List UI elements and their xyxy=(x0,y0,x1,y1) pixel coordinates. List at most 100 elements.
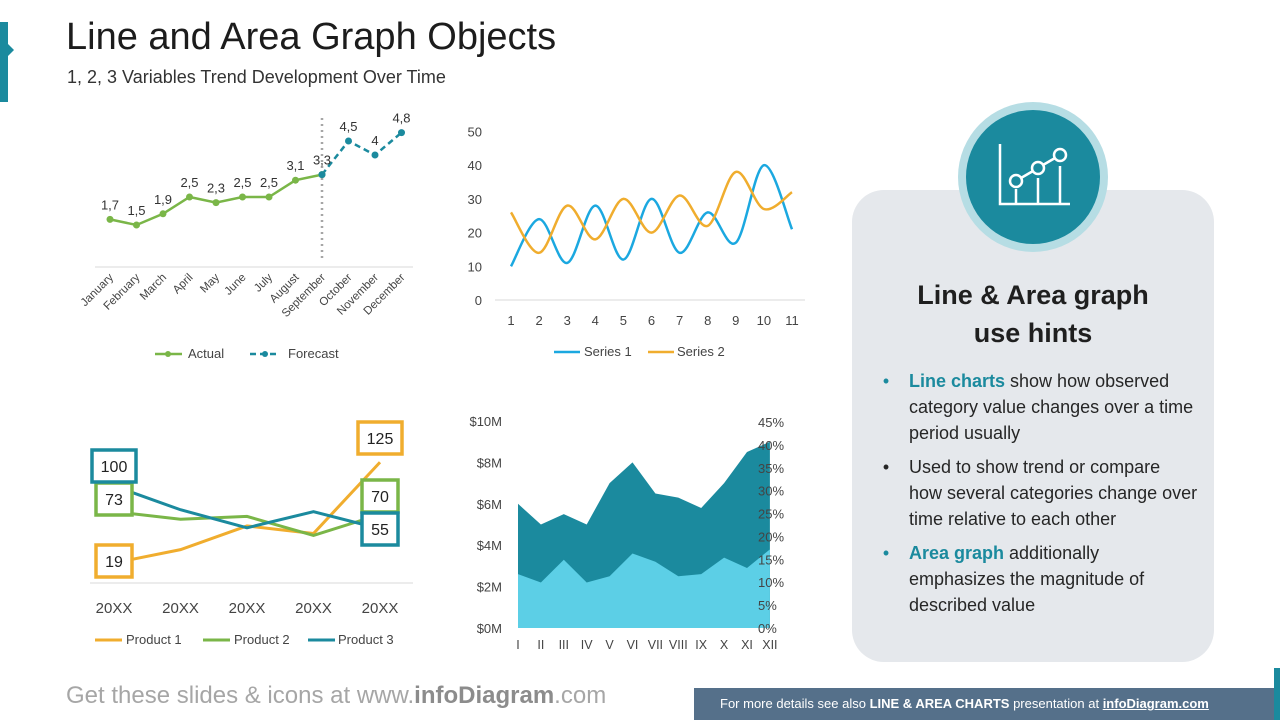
x-tick-label: June xyxy=(223,272,249,298)
x-tick-label: II xyxy=(537,638,544,652)
value-callout-box xyxy=(90,448,138,484)
footer-promo: Get these slides & icons at www.infoDiag… xyxy=(66,682,606,710)
footer-info-middle: presentation at xyxy=(1009,696,1103,711)
bullet-icon: • xyxy=(882,457,890,477)
actual-point xyxy=(265,193,273,201)
actual-point xyxy=(292,176,299,184)
actual-point xyxy=(212,199,220,207)
y-tick-label-right: 40% xyxy=(758,438,784,453)
footer-promo-prefix: Get these slides & icons at www. xyxy=(66,682,415,709)
value-callout-label: 100 xyxy=(101,459,128,476)
data-label: 4,8 xyxy=(392,111,410,126)
legend-label-series-1: Series 1 xyxy=(584,344,632,359)
x-tick-label: 4 xyxy=(592,313,599,328)
y-tick-label-right: 15% xyxy=(758,552,784,567)
x-tick-label: 20XX xyxy=(162,600,199,617)
hints-title-line-2: use hints xyxy=(973,318,1093,348)
x-tick-label: 8 xyxy=(704,313,711,328)
hint-text: additionally emphasizes the magnitude of… xyxy=(909,543,1145,615)
footer-promo-brand: infoDiagram xyxy=(414,682,555,709)
y-tick-label-right: 35% xyxy=(758,461,784,476)
bullet-icon: • xyxy=(882,371,890,391)
x-tick-label: 2 xyxy=(535,313,542,328)
line-chart-icon xyxy=(998,144,1070,206)
value-callout-box xyxy=(356,420,404,456)
y-tick-label-right: 30% xyxy=(758,484,784,499)
x-tick-label: May xyxy=(198,271,222,295)
y-tick-label: 40 xyxy=(468,158,482,173)
legend-label-product: Product 3 xyxy=(338,632,394,647)
value-callout-box xyxy=(360,478,400,514)
x-tick-label: 7 xyxy=(676,313,683,328)
forecast-point xyxy=(318,171,326,179)
x-tick-label: VIII xyxy=(669,638,688,652)
hints-title: Line & Area graph use hints xyxy=(852,276,1214,352)
y-tick-label-left: $0M xyxy=(477,621,502,636)
hints-title-line-1: Line & Area graph xyxy=(917,280,1149,310)
legend-label-product: Product 2 xyxy=(234,632,290,647)
data-label: 2,5 xyxy=(180,175,198,190)
x-tick-label: July xyxy=(252,271,275,294)
legend-marker-actual xyxy=(165,351,171,357)
product-series-line xyxy=(113,510,381,537)
y-tick-label-right: 0% xyxy=(758,621,777,636)
page-subtitle: 1, 2, 3 Variables Trend Development Over… xyxy=(67,67,446,87)
bullet-icon: • xyxy=(882,543,890,563)
value-callout-label: 55 xyxy=(371,522,389,539)
legend-label-actual: Actual xyxy=(188,346,224,361)
x-tick-label: IV xyxy=(581,638,593,652)
x-tick-label: III xyxy=(559,638,569,652)
x-tick-label: IX xyxy=(695,638,707,652)
x-tick-label: 3 xyxy=(564,313,571,328)
hint-item: • Line charts show how observed category… xyxy=(878,368,1198,446)
y-tick-label: 50 xyxy=(468,125,482,140)
value-callout-box xyxy=(360,511,400,547)
y-tick-label-left: $8M xyxy=(477,455,502,470)
y-tick-label-right: 5% xyxy=(758,598,777,613)
x-tick-label: XII xyxy=(762,638,777,652)
forecast-point xyxy=(345,137,352,145)
data-label: 1,5 xyxy=(127,203,145,218)
value-callout-box xyxy=(94,481,134,517)
actual-point xyxy=(186,193,193,201)
value-callout-label: 70 xyxy=(371,489,389,506)
hint-icon-circle xyxy=(966,110,1100,244)
x-tick-label: I xyxy=(516,638,519,652)
x-tick-label: March xyxy=(138,272,169,303)
x-tick-label: VII xyxy=(648,638,663,652)
y-tick-label-left: $4M xyxy=(477,538,502,553)
x-tick-label: XI xyxy=(741,638,753,652)
product-line-chart: 19 125 73 70 100 55 20XX 20XX 20XX 20XX 20XX Produc… xyxy=(90,420,413,647)
forecast-series-line xyxy=(321,131,403,176)
y-tick-label: 0 xyxy=(475,293,482,308)
accent-bar-right xyxy=(1274,668,1280,720)
footer-link[interactable]: infoDiagram.com xyxy=(1102,696,1209,711)
y-tick-label-right: 10% xyxy=(758,575,784,590)
hint-text: show how observed category value changes… xyxy=(909,371,1194,443)
x-tick-label: 5 xyxy=(620,313,627,328)
hints-card: Line & Area graph use hints • Line chart… xyxy=(852,190,1214,662)
data-label: 2,5 xyxy=(260,175,278,190)
hint-item: • Used to show trend or compare how seve… xyxy=(878,454,1198,532)
x-tick-label: 9 xyxy=(732,313,739,328)
x-tick-label: V xyxy=(605,638,614,652)
forecast-point xyxy=(398,129,405,137)
hints-list: • Line charts show how observed category… xyxy=(878,368,1198,626)
footer-info-bar: For more details see also LINE & AREA CH… xyxy=(694,688,1274,720)
value-callout-label: 73 xyxy=(105,492,123,509)
series-wave-chart: 0 10 20 30 40 50 1 2 3 4 5 6 7 8 9 10 11 Series 1 Series 2 xyxy=(468,125,805,359)
hint-text: Used to show trend or compare how severa… xyxy=(909,457,1198,529)
y-tick-label-left: $6M xyxy=(477,497,502,512)
legend-label-series-2: Series 2 xyxy=(677,344,725,359)
y-tick-label: 30 xyxy=(468,192,482,207)
actual-point xyxy=(159,210,167,218)
value-callout-label: 125 xyxy=(367,431,394,448)
data-label: 4 xyxy=(371,133,378,148)
data-label: 3,1 xyxy=(286,158,304,173)
data-label: 1,9 xyxy=(154,192,172,207)
y-tick-label-right: 25% xyxy=(758,507,784,522)
x-tick-label: 6 xyxy=(648,313,655,328)
x-tick-label: 20XX xyxy=(295,600,332,617)
data-label: 2,5 xyxy=(233,175,251,190)
hint-item: • Area graph additionally emphasizes the… xyxy=(878,540,1198,618)
